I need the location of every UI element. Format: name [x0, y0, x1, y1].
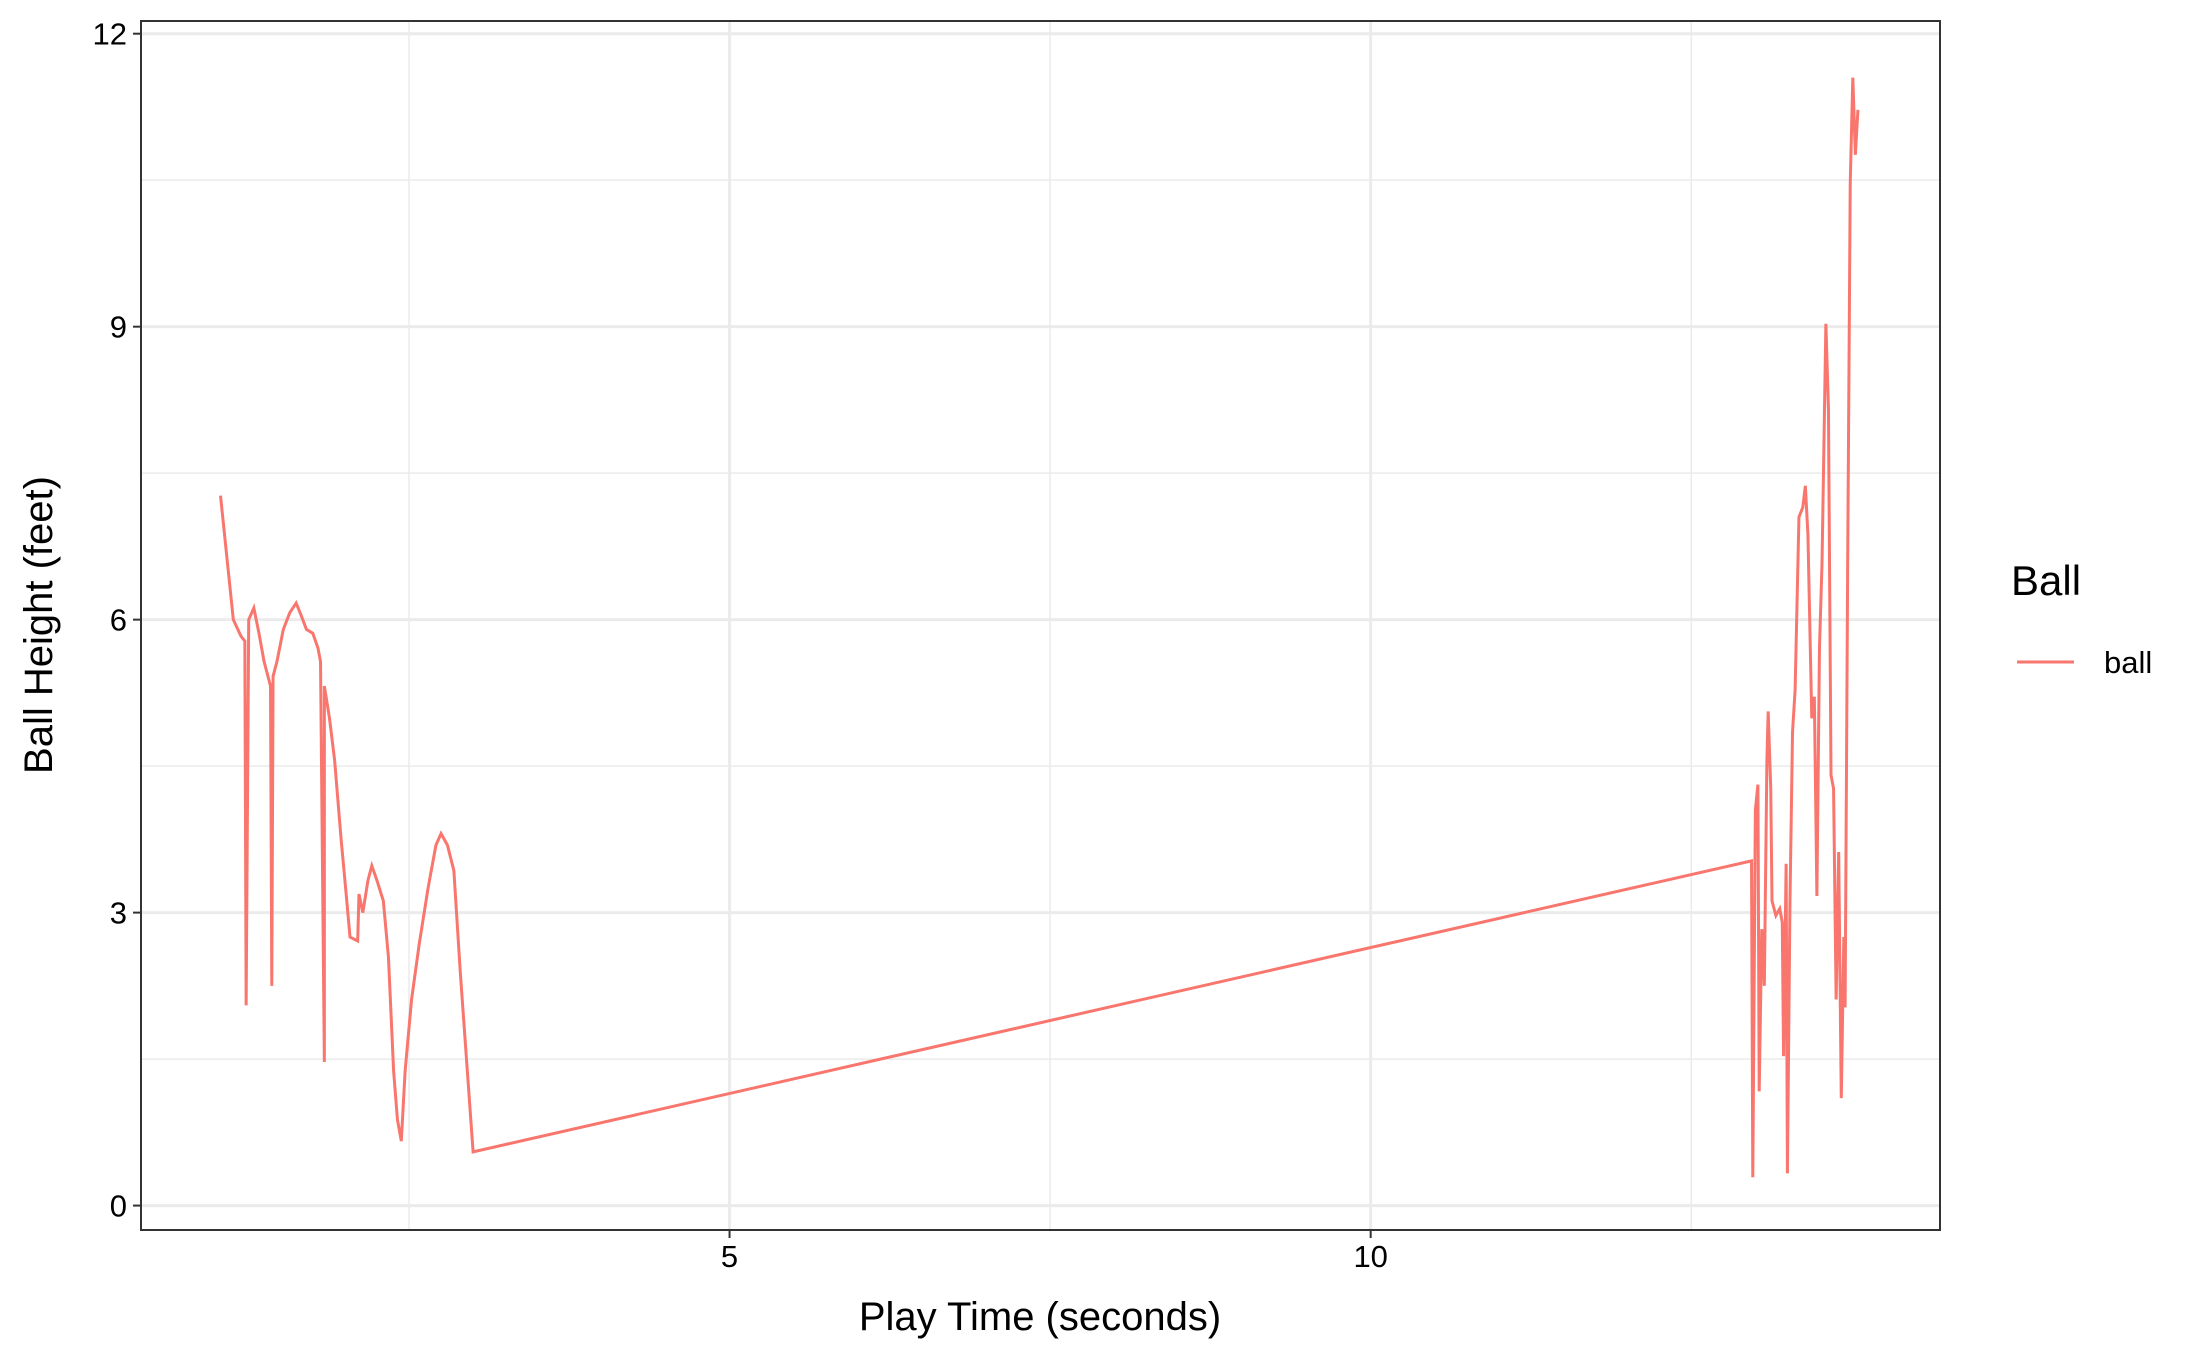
x-tick-label: 5: [721, 1239, 738, 1274]
x-axis-title: Play Time (seconds): [859, 1295, 1221, 1339]
y-tick-label: 12: [93, 17, 127, 52]
legend-label: ball: [2104, 645, 2152, 680]
legend-title: Ball: [2011, 557, 2081, 604]
y-tick-label: 0: [110, 1189, 127, 1224]
y-tick-label: 9: [110, 310, 127, 345]
y-axis-title: Ball Height (feet): [17, 476, 61, 774]
plot-border: [140, 20, 1941, 1231]
y-tick-label: 3: [110, 896, 127, 931]
x-tick-label: 10: [1353, 1239, 1387, 1274]
y-tick-label: 6: [110, 603, 127, 638]
data-line: [219, 77, 1860, 1178]
